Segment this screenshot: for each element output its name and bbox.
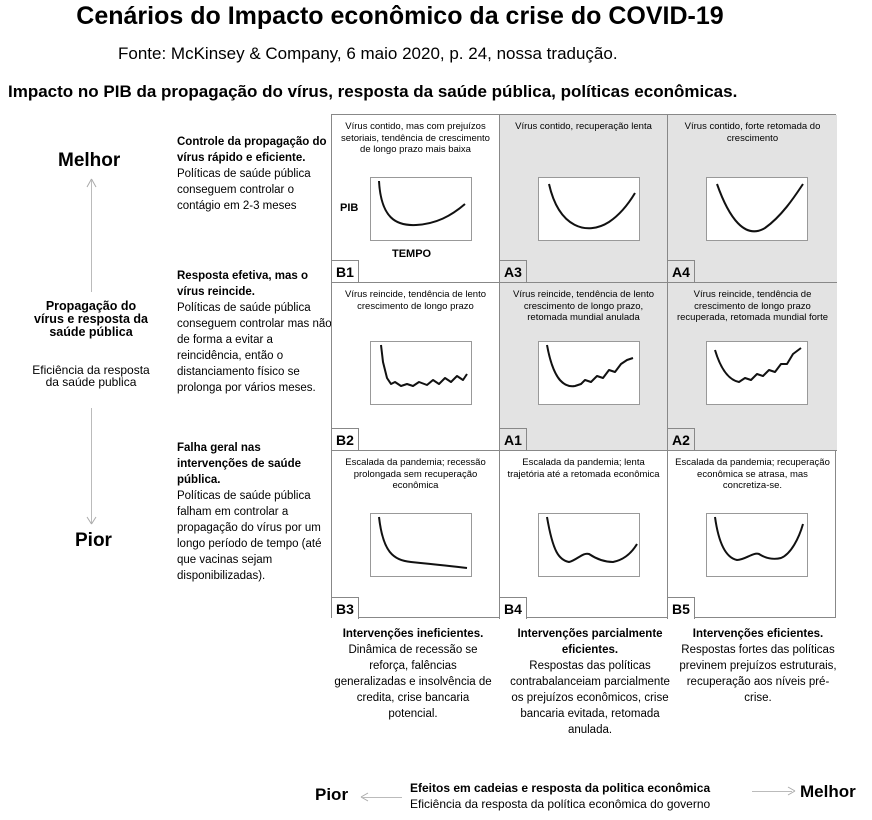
scenario-description: Vírus contido, forte retomada do crescim…: [684, 121, 821, 144]
scenario-code: A2: [668, 428, 695, 450]
column-heading: Intervenções ineficientes.: [342, 628, 484, 640]
scenario-code: A4: [668, 260, 695, 282]
scenario-description: Escalada da pandemia; recessão prolongad…: [345, 457, 486, 491]
row-desc-1: Controle da propagação do vírus rápido e…: [177, 134, 332, 214]
horizontal-axis-line-right: [752, 791, 792, 792]
gdp-curve-chart: [370, 341, 472, 405]
horizontal-best-label: Melhor: [800, 782, 856, 801]
scenario-cell-a2: Vírus reincide, tendência de crescimento…: [668, 283, 837, 451]
scenario-code: A1: [500, 428, 527, 450]
gdp-curve-chart: [370, 513, 472, 577]
vertical-best-label: Melhor: [58, 150, 121, 171]
subtitle: Impacto no PIB da propagação do vírus, r…: [8, 82, 738, 101]
row-desc-2: Resposta efetiva, mas o vírus reincide. …: [177, 268, 332, 396]
scenario-description: Vírus reincide, tendência de crescimento…: [676, 289, 829, 323]
horizontal-axis-line-left: [362, 797, 402, 798]
row-heading: Resposta efetiva, mas o vírus reincide.: [177, 270, 309, 298]
vertical-axis-sublabel: Eficiência da resposta da saúde publica: [32, 363, 150, 389]
horizontal-axis-text: Efeitos em cadeias e resposta da politic…: [410, 780, 710, 812]
gdp-curve-chart: [706, 177, 808, 241]
column-text: Respostas fortes das políticas previnem …: [679, 644, 837, 704]
scenario-cell-a3: Vírus contido, recuperação lenta A3: [500, 115, 668, 283]
column-text: Dinâmica de recessão se reforça, falênci…: [334, 644, 492, 720]
column-desc-3: Intervenções eficientes. Respostas forte…: [678, 626, 838, 706]
column-heading: Intervenções eficientes.: [692, 628, 824, 640]
vertical-axis-line-top: [91, 180, 92, 292]
row-text: Políticas de saúde pública falham em con…: [177, 490, 322, 582]
scenario-code: B4: [500, 597, 527, 619]
scenario-description: Escalada da pandemia; lenta trajetória a…: [507, 457, 660, 480]
scenario-code: A3: [500, 260, 527, 282]
column-desc-1: Intervenções ineficientes. Dinâmica de r…: [333, 626, 493, 722]
chart-y-label: PIB: [340, 202, 359, 214]
column-text: Respostas das políticas contrabalanceiam…: [510, 660, 670, 736]
scenario-code: B2: [332, 428, 359, 450]
horizontal-worst-label: Pior: [315, 785, 349, 804]
gdp-curve-chart: [706, 341, 808, 405]
gdp-curve-chart: [538, 177, 640, 241]
scenario-cell-b2: Vírus reincide, tendência de lento cresc…: [332, 283, 500, 451]
gdp-curve-chart: [538, 341, 640, 405]
vertical-worst-label: Pior: [75, 530, 112, 551]
row-heading: Falha geral nas intervenções de saúde pú…: [177, 442, 301, 486]
gdp-curve-chart: [706, 513, 808, 577]
scenario-description: Vírus reincide, tendência de lento cresc…: [344, 289, 486, 312]
gdp-curve-chart: [538, 513, 640, 577]
scenario-cell-b5: Escalada da pandemia; recuperação econôm…: [668, 451, 837, 619]
arrow-down-icon: [86, 516, 97, 525]
row-heading: Controle da propagação do vírus rápido e…: [177, 136, 327, 164]
chart-x-label: TEMPO: [392, 248, 432, 260]
vertical-axis-line-bottom: [91, 408, 92, 523]
scenario-code: B1: [332, 260, 359, 282]
scenario-cell-b3: Escalada da pandemia; recessão prolongad…: [332, 451, 500, 619]
scenario-cell-a4: Vírus contido, forte retomada do crescim…: [668, 115, 837, 283]
source-note: Fonte: McKinsey & Company, 6 maio 2020, …: [118, 44, 618, 63]
horizontal-axis-sublabel: Eficiência da resposta da política econô…: [410, 797, 711, 811]
row-text: Políticas de saúde pública conseguem con…: [177, 168, 311, 212]
scenario-cell-a1: Vírus reincide, tendência de lento cresc…: [500, 283, 668, 451]
page-title: Cenários do Impacto econômico da crise d…: [76, 2, 724, 30]
row-desc-3: Falha geral nas intervenções de saúde pú…: [177, 440, 332, 584]
gdp-curve-chart: [370, 177, 472, 241]
scenario-description: Vírus contido, mas com prejuízos setoria…: [341, 121, 490, 155]
scenario-description: Escalada da pandemia; recuperação econôm…: [675, 457, 830, 491]
row-text: Políticas de saúde pública conseguem con…: [177, 302, 332, 394]
scenario-description: Vírus contido, recuperação lenta: [515, 121, 652, 132]
scenario-cell-b1: Vírus contido, mas com prejuízos setoria…: [332, 115, 500, 283]
scenario-code: B3: [332, 597, 359, 619]
scenario-description: Vírus reincide, tendência de lento cresc…: [512, 289, 654, 323]
scenario-grid: Vírus contido, mas com prejuízos setoria…: [331, 114, 837, 619]
arrow-up-icon: [86, 178, 97, 188]
column-heading: Intervenções parcialmente eficientes.: [517, 628, 663, 656]
horizontal-axis-label: Efeitos em cadeias e resposta da politic…: [410, 781, 711, 795]
scenario-cell-b4: Escalada da pandemia; lenta trajetória a…: [500, 451, 668, 619]
scenario-code: B5: [668, 597, 695, 619]
column-desc-2: Intervenções parcialmente eficientes. Re…: [510, 626, 670, 738]
vertical-axis-label: Propagação do vírus e resposta da saúde …: [34, 299, 148, 339]
arrow-right-icon: [787, 786, 796, 796]
